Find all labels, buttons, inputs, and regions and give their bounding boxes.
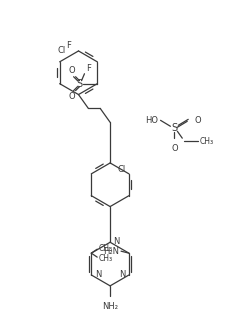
Text: CH₃: CH₃ <box>200 137 214 146</box>
Text: HO: HO <box>146 116 159 125</box>
Text: N: N <box>119 270 125 279</box>
Text: H₂N: H₂N <box>103 247 119 256</box>
Text: N: N <box>113 237 120 246</box>
Text: NH₂: NH₂ <box>102 302 118 311</box>
Text: F: F <box>66 41 71 51</box>
Text: N: N <box>95 270 102 279</box>
Text: CH₃: CH₃ <box>98 254 112 263</box>
Text: CH₃: CH₃ <box>98 244 112 253</box>
Text: O: O <box>171 144 178 153</box>
Text: Cl: Cl <box>118 165 126 174</box>
Text: O: O <box>68 92 75 101</box>
Text: F: F <box>86 64 91 73</box>
Text: O: O <box>68 66 75 75</box>
Text: O: O <box>194 116 201 125</box>
Text: S: S <box>76 79 83 89</box>
Text: S: S <box>171 123 177 133</box>
Text: Cl: Cl <box>58 46 66 55</box>
